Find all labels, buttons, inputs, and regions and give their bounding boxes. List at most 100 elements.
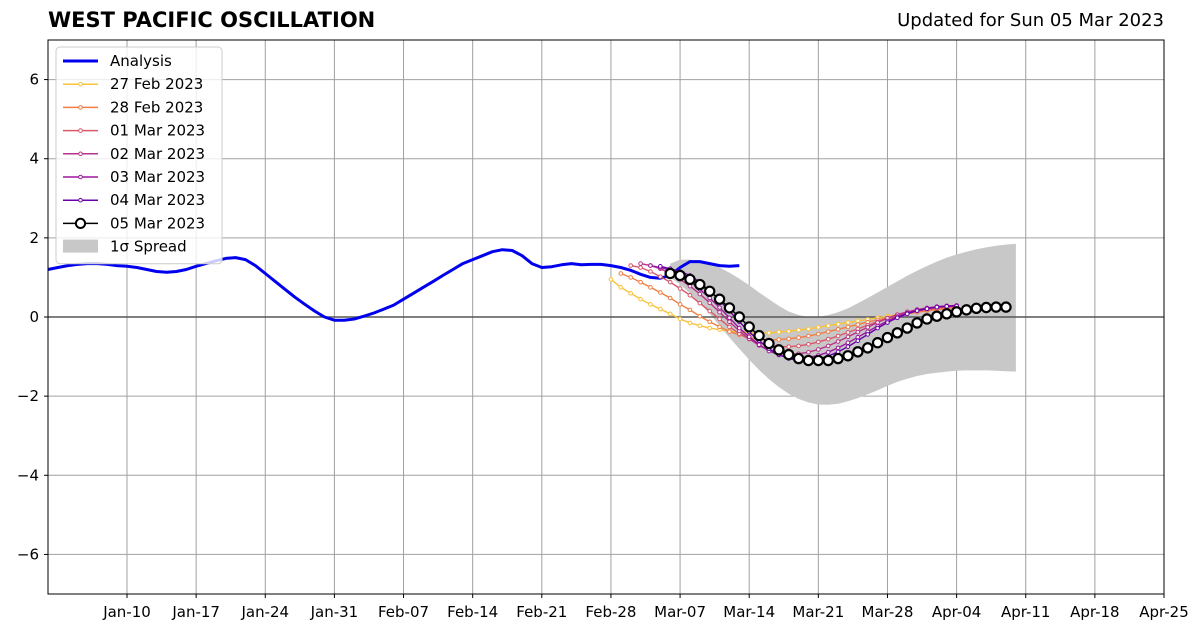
forecast-point xyxy=(713,293,726,305)
x-tick-label: Mar-14 xyxy=(723,603,775,621)
x-tick-label: Apr-25 xyxy=(1139,603,1189,621)
y-tick-label: 2 xyxy=(29,229,39,247)
legend-label: 27 Feb 2023 xyxy=(110,75,203,93)
forecast-point xyxy=(766,330,772,336)
forecast-point xyxy=(618,285,624,290)
forecast-point xyxy=(835,333,841,339)
forecast-point xyxy=(881,331,894,344)
forecast-point xyxy=(727,329,732,334)
forecast-point xyxy=(677,302,683,307)
forecast-point xyxy=(638,296,643,302)
forecast-point xyxy=(707,300,712,306)
legend: Analysis 27 Feb 2023 28 Feb 2023 01 Mar 202… xyxy=(55,46,223,265)
forecast-point xyxy=(921,313,933,325)
x-tick-label: Mar-07 xyxy=(654,603,706,621)
forecast-point xyxy=(806,349,811,355)
forecast-point xyxy=(845,324,851,330)
y-tick-label: −2 xyxy=(17,387,39,405)
forecast-point xyxy=(773,344,785,356)
forecast-point xyxy=(855,338,861,344)
forecast-point xyxy=(842,350,854,362)
forecast-point xyxy=(638,265,643,270)
chart-title: WEST PACIFIC OSCILLATION xyxy=(48,8,376,32)
forecast-point xyxy=(796,335,801,340)
forecast-point xyxy=(875,325,880,331)
forecast-point xyxy=(753,329,765,342)
forecast-point xyxy=(835,339,841,344)
forecast-point xyxy=(792,352,805,365)
forecast-point xyxy=(723,302,736,314)
x-tick-label: Feb-14 xyxy=(447,603,498,621)
forecast-point xyxy=(944,304,950,309)
legend-label: Analysis xyxy=(110,52,172,70)
y-tick-label: −4 xyxy=(17,466,39,484)
forecast-point xyxy=(832,352,844,365)
y-tick-label: 0 xyxy=(29,308,39,326)
forecast-point xyxy=(638,279,643,285)
x-tick-label: Jan-31 xyxy=(310,603,359,621)
forecast-point xyxy=(835,321,841,327)
forecast-point xyxy=(697,313,703,319)
forecast-point xyxy=(648,269,653,274)
forecast-point xyxy=(667,279,673,285)
forecast-point xyxy=(891,327,904,339)
forecast-point xyxy=(862,342,874,354)
forecast-point xyxy=(638,261,643,266)
forecast-point xyxy=(717,316,722,322)
forecast-point xyxy=(825,343,831,349)
forecast-point xyxy=(677,316,683,322)
legend-marker xyxy=(74,217,87,229)
forecast-point xyxy=(667,311,673,317)
forecast-point xyxy=(756,342,762,348)
forecast-point xyxy=(658,306,663,312)
forecast-point xyxy=(904,311,910,317)
forecast-point xyxy=(845,340,851,346)
forecast-point xyxy=(786,344,792,349)
forecast-point xyxy=(806,326,811,332)
forecast-point xyxy=(707,325,712,331)
forecast-point xyxy=(911,317,923,329)
forecast-point xyxy=(885,320,890,325)
forecast-point xyxy=(697,291,703,297)
forecast-point xyxy=(746,334,752,340)
series-lines xyxy=(47,248,1012,367)
forecast-point xyxy=(703,285,716,297)
forecast-point xyxy=(875,320,880,325)
forecast-point xyxy=(855,322,861,327)
forecast-point xyxy=(931,310,943,322)
forecast-point xyxy=(727,319,732,325)
forecast-point xyxy=(776,329,782,335)
forecast-point xyxy=(812,354,825,367)
x-tick-label: Jan-24 xyxy=(240,603,289,621)
forecast-point xyxy=(871,337,884,349)
forecast-point xyxy=(835,345,841,351)
forecast-point xyxy=(802,354,815,367)
forecast-point xyxy=(786,336,792,342)
x-tick-label: Feb-07 xyxy=(378,603,429,621)
legend-label: 05 Mar 2023 xyxy=(110,214,205,232)
y-tick-label: 6 xyxy=(29,71,39,89)
forecast-point xyxy=(825,349,831,355)
forecast-point xyxy=(895,315,900,321)
forecast-point xyxy=(990,301,1002,313)
forecast-point xyxy=(684,273,696,286)
forecast-point xyxy=(776,337,782,342)
legend-label: 1σ Spread xyxy=(110,238,187,256)
forecast-point xyxy=(855,318,861,324)
y-tick-label: −6 xyxy=(17,545,39,563)
y-axis-ticks: 6 4 2 0 −2 −4 −6 xyxy=(17,71,48,563)
x-tick-label: Feb-28 xyxy=(585,603,636,621)
forecast-point xyxy=(658,264,663,269)
forecast-point xyxy=(628,290,633,296)
legend-swatch xyxy=(63,239,98,253)
forecast-point xyxy=(648,285,653,290)
spread-area xyxy=(670,243,1016,405)
legend-label: 01 Mar 2023 xyxy=(110,122,205,140)
legend-label: 02 Mar 2023 xyxy=(110,145,205,163)
legend-label: 04 Mar 2023 xyxy=(110,191,205,209)
forecast-point xyxy=(825,336,831,342)
y-tick-label: 4 xyxy=(29,150,39,168)
x-tick-label: Mar-21 xyxy=(792,603,844,621)
forecast-point xyxy=(733,311,746,323)
x-axis-ticks: Jan-10 Jan-17 Jan-24 Jan-31 Feb-07 Feb-14 Feb-… xyxy=(102,594,1189,621)
